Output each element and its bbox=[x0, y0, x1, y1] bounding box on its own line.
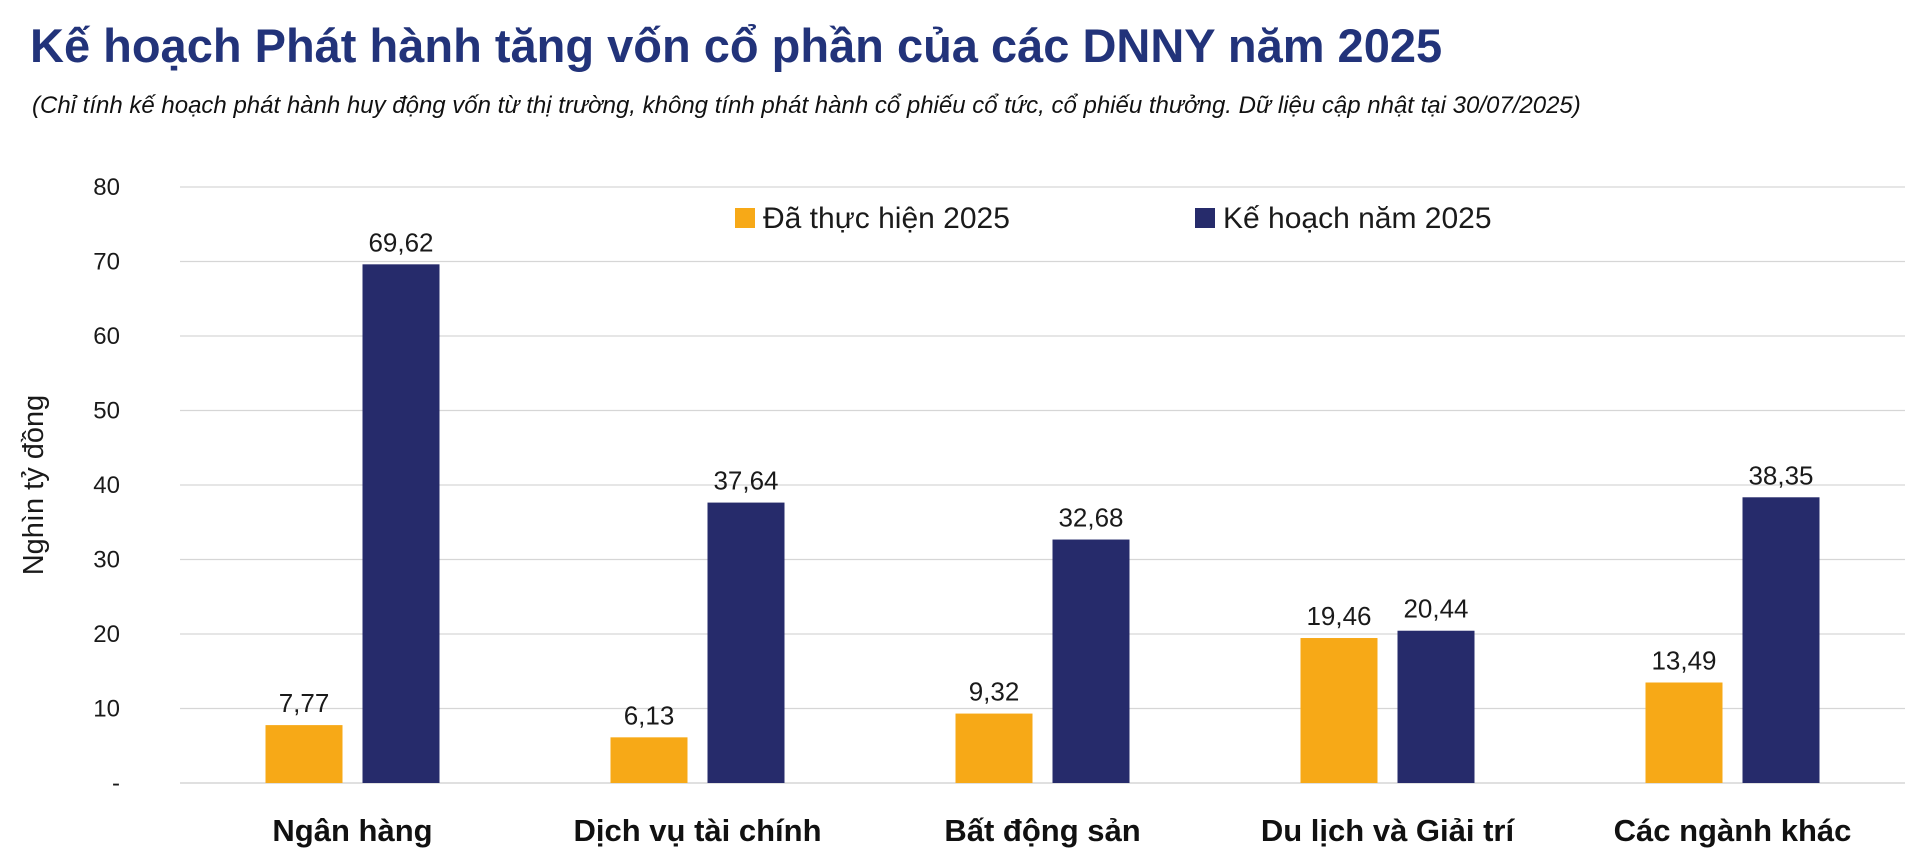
data-label: 19,46 bbox=[1306, 601, 1371, 631]
legend-swatch bbox=[1195, 208, 1215, 228]
bar bbox=[955, 713, 1033, 783]
data-label: 69,62 bbox=[368, 227, 433, 257]
legend-label: Kế hoạch năm 2025 bbox=[1223, 202, 1492, 235]
data-label: 6,13 bbox=[624, 700, 675, 730]
category-label: Bất động sản bbox=[944, 813, 1140, 848]
bar bbox=[362, 264, 440, 783]
data-label: 37,64 bbox=[713, 466, 778, 496]
y-tick-label: 50 bbox=[93, 398, 120, 425]
data-label: 13,49 bbox=[1651, 645, 1716, 675]
bar bbox=[1397, 630, 1475, 783]
category-label: Du lịch và Giải trí bbox=[1261, 813, 1516, 848]
bar bbox=[1645, 682, 1723, 783]
bar bbox=[610, 737, 688, 783]
bar bbox=[707, 502, 785, 783]
legend-label: Đã thực hiện 2025 bbox=[763, 202, 1010, 235]
legend-swatch bbox=[735, 208, 755, 228]
y-tick-label: 60 bbox=[93, 323, 120, 350]
y-tick-label: 40 bbox=[93, 472, 120, 499]
data-label: 38,35 bbox=[1748, 460, 1813, 490]
y-tick-label: 30 bbox=[93, 547, 120, 574]
y-tick-label: 20 bbox=[93, 621, 120, 648]
y-tick-label: 70 bbox=[93, 249, 120, 276]
category-label: Các ngành khác bbox=[1614, 813, 1852, 848]
bar bbox=[1052, 539, 1130, 783]
chart-title: Kế hoạch Phát hành tăng vốn cổ phần của … bbox=[30, 19, 1443, 72]
bar bbox=[265, 725, 343, 783]
category-label: Ngân hàng bbox=[272, 813, 432, 848]
bar bbox=[1300, 638, 1378, 783]
chart-subtitle: (Chỉ tính kế hoạch phát hành huy động vố… bbox=[32, 92, 1581, 119]
data-label: 20,44 bbox=[1403, 594, 1468, 624]
y-tick-label: 10 bbox=[93, 696, 120, 723]
y-axis-label: Nghìn tỷ đồng bbox=[18, 395, 50, 576]
data-label: 9,32 bbox=[969, 677, 1020, 707]
category-label: Dịch vụ tài chính bbox=[573, 813, 821, 848]
y-tick-label: - bbox=[112, 770, 120, 797]
data-label: 32,68 bbox=[1058, 503, 1123, 533]
data-label: 7,77 bbox=[279, 688, 330, 718]
bar bbox=[1742, 497, 1820, 783]
y-tick-label: 80 bbox=[93, 174, 120, 201]
